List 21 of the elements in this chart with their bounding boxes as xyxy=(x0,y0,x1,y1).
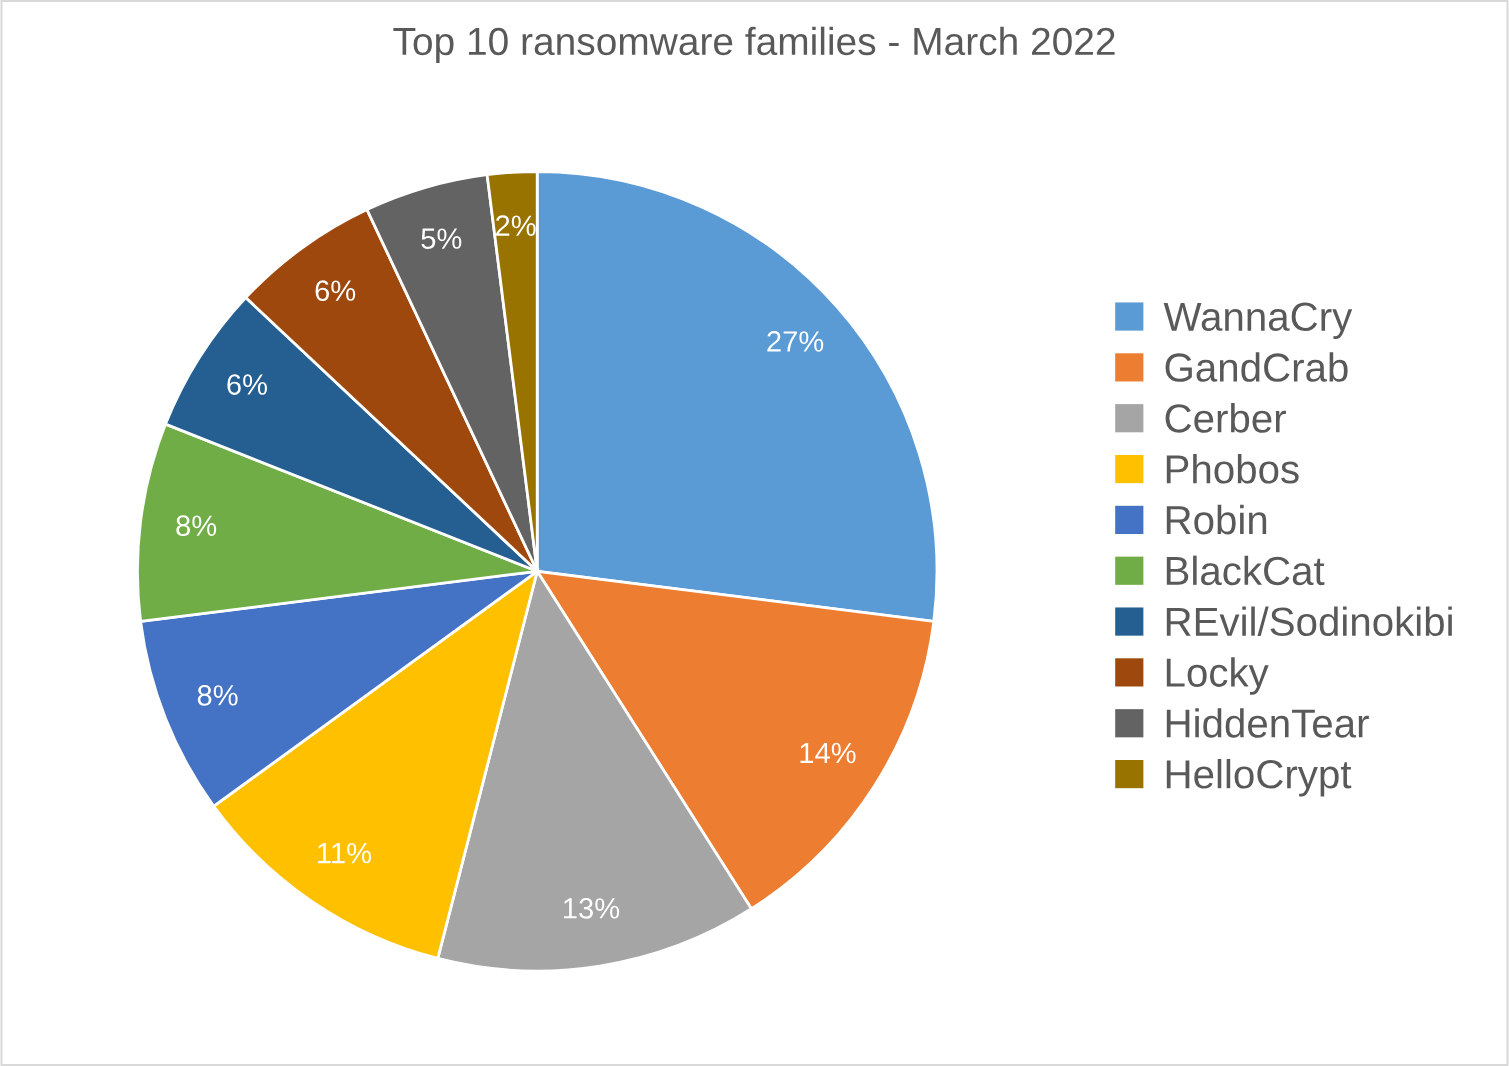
data-label: 8% xyxy=(197,685,238,706)
legend-label: BlackCat xyxy=(1166,555,1325,586)
legend-label: HiddenTear xyxy=(1166,708,1369,738)
chart-title: Top 10 ransomware families - March 2022 xyxy=(393,26,1115,63)
data-label: 8% xyxy=(176,515,217,537)
legend-label: Robin xyxy=(1166,504,1267,535)
legend-label: Cerber xyxy=(1165,403,1286,433)
legend-label: REvil/Sodinokibi xyxy=(1166,606,1452,637)
legend-label: GandCrab xyxy=(1165,352,1348,382)
data-label: 6% xyxy=(227,374,267,395)
data-label: 2% xyxy=(496,215,536,236)
legend-label: HelloCrypt xyxy=(1166,758,1352,797)
legend-label: WannaCry xyxy=(1163,302,1353,339)
data-label: 6% xyxy=(315,280,356,301)
legend-label: Phobos xyxy=(1166,453,1299,484)
data-label: 14% xyxy=(800,742,856,764)
data-label: 11% xyxy=(318,842,372,864)
legend-label: Locky xyxy=(1166,657,1269,695)
data-label: 13% xyxy=(564,898,620,919)
data-label: 5% xyxy=(421,228,462,249)
data-label: 27% xyxy=(767,331,824,352)
